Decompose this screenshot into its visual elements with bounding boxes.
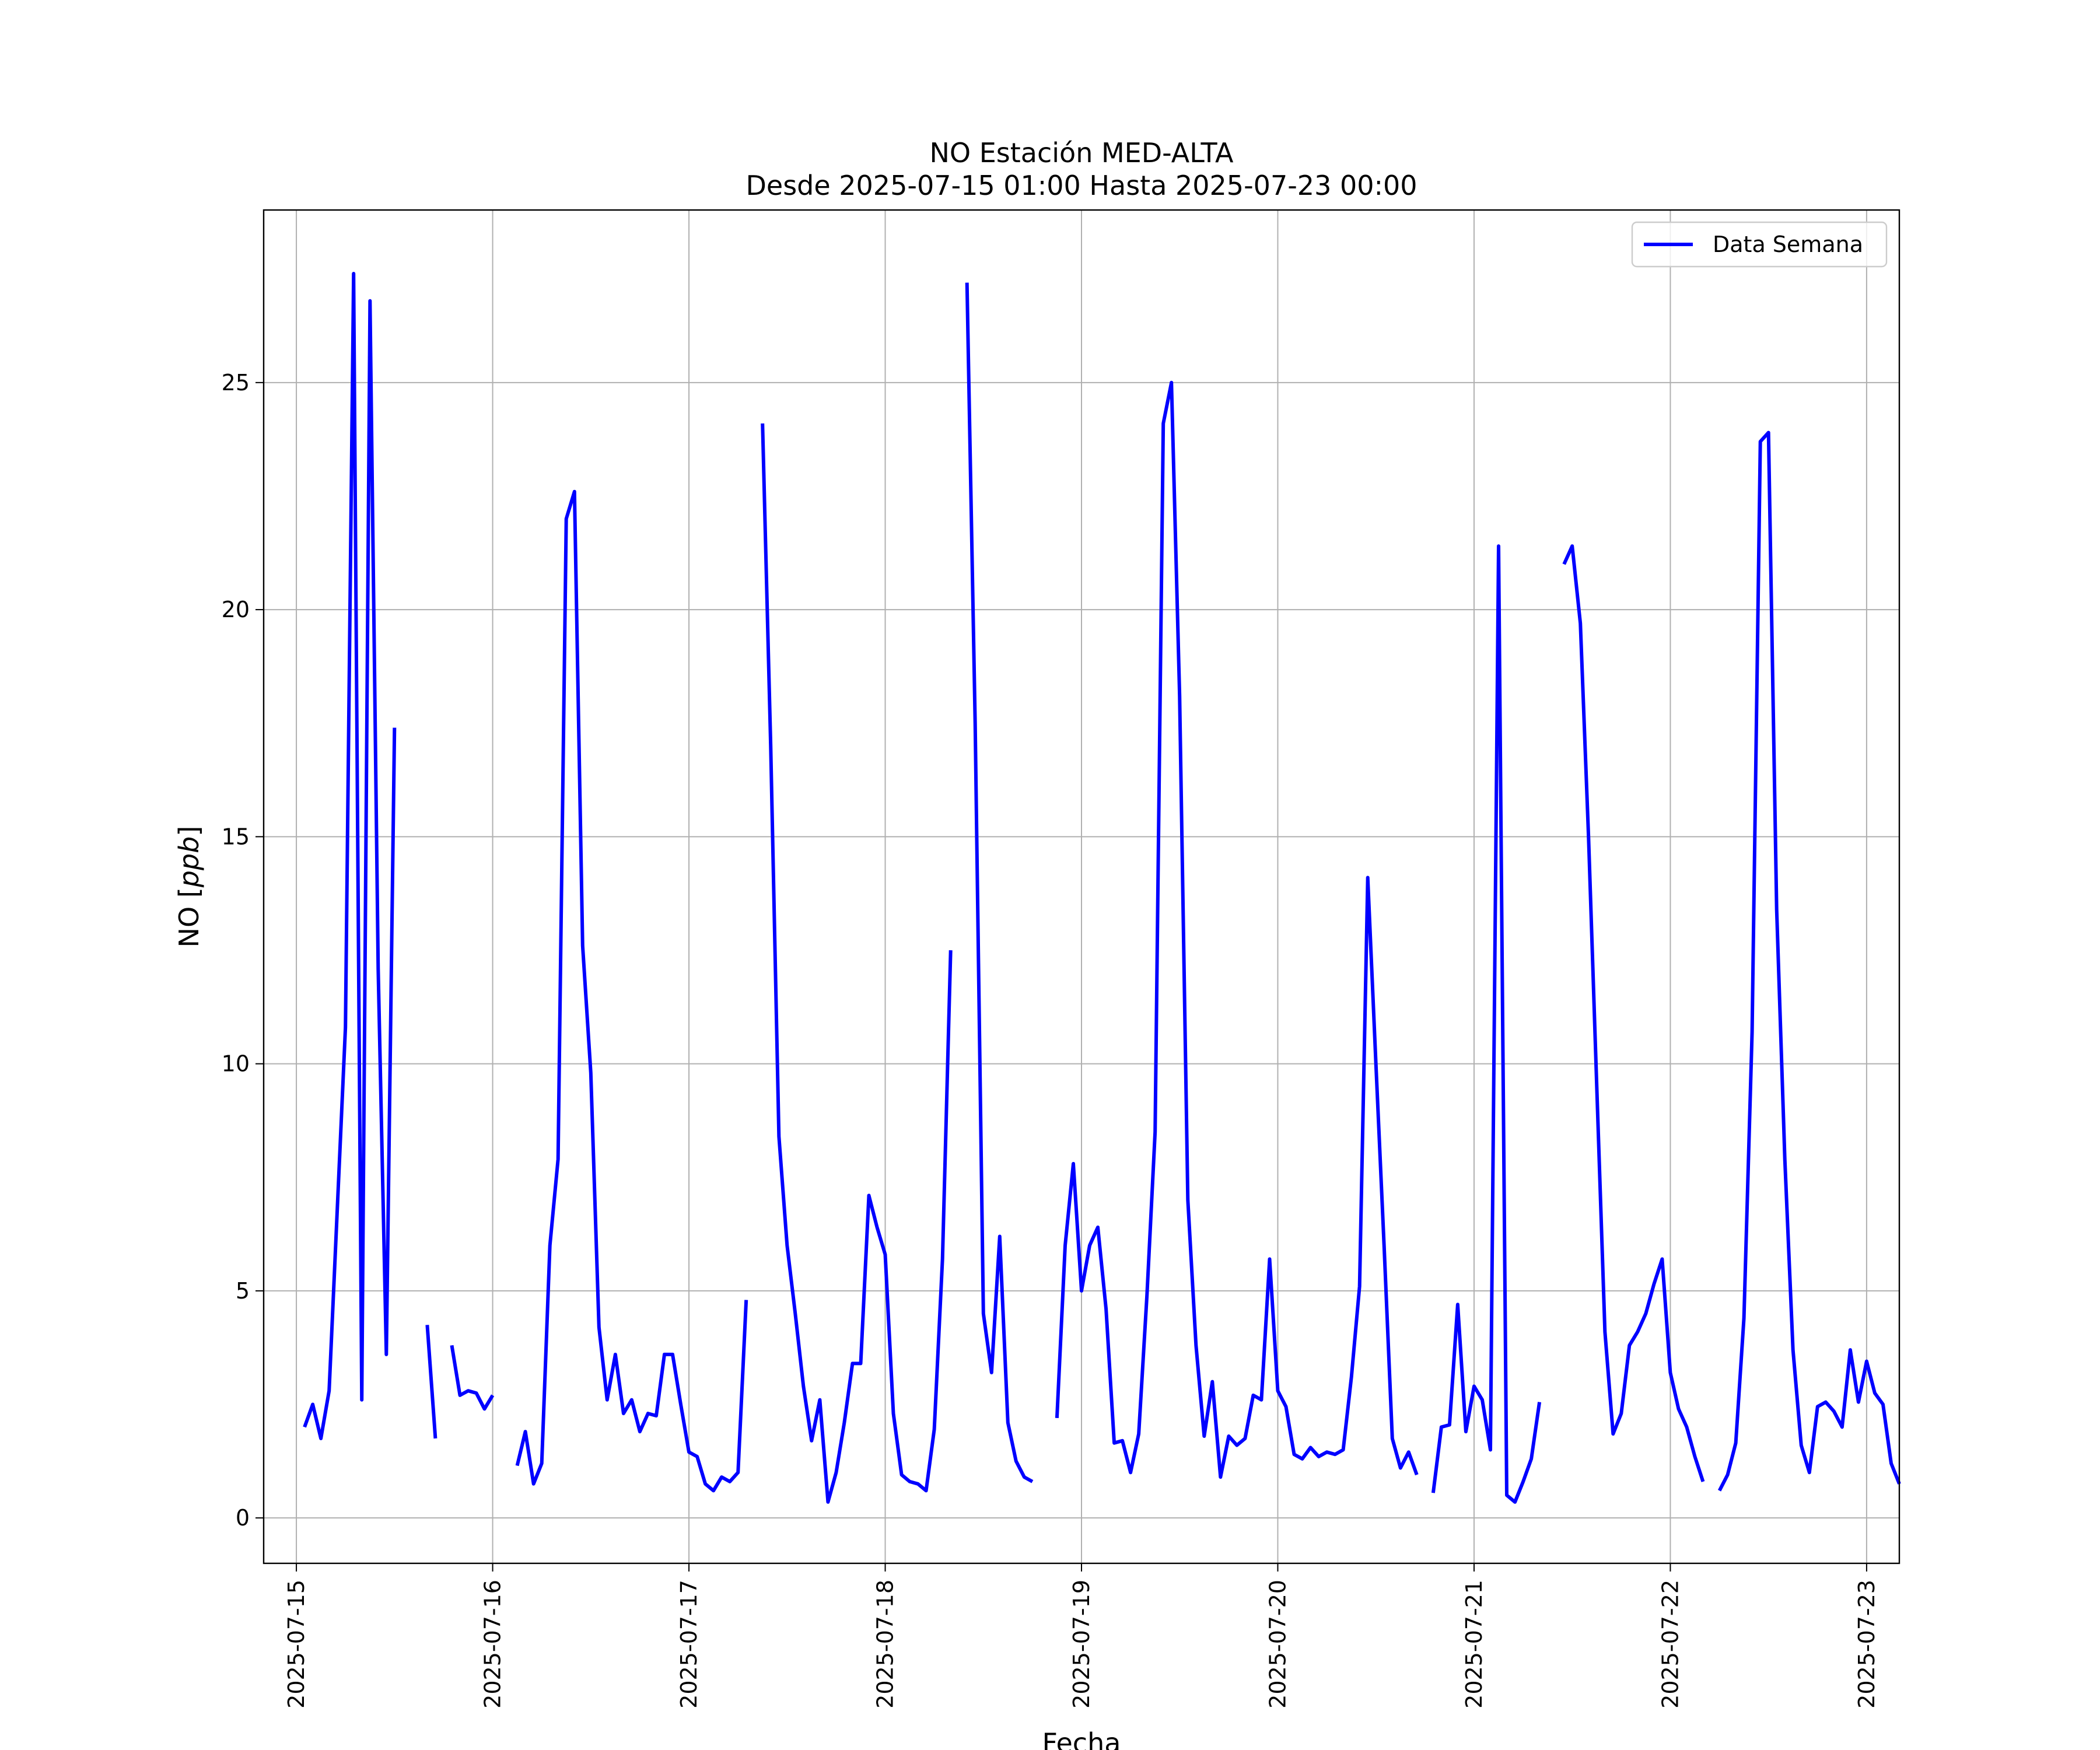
y-axis-label-suffix: ] bbox=[173, 826, 205, 836]
chart-subtitle: Desde 2025-07-15 01:00 Hasta 2025-07-23 … bbox=[746, 170, 1417, 201]
y-tick-label: 25 bbox=[222, 370, 250, 396]
y-axis-ticks: 0 5 10 15 20 25 bbox=[222, 370, 264, 1531]
y-axis-label-unit: ppb bbox=[173, 836, 205, 888]
chart-title: NO Estación MED-ALTA bbox=[929, 137, 1234, 169]
x-tick-label: 2025-07-17 bbox=[676, 1580, 702, 1709]
x-axis-ticks: 2025-07-15 2025-07-16 2025-07-17 2025-07-18… bbox=[284, 1563, 1880, 1709]
legend: Data Semana bbox=[1631, 221, 1888, 268]
x-tick-label: 2025-07-23 bbox=[1854, 1580, 1880, 1709]
x-tick-label: 2025-07-21 bbox=[1461, 1580, 1487, 1709]
x-tick-label: 2025-07-18 bbox=[873, 1580, 898, 1709]
y-tick-label: 20 bbox=[222, 597, 250, 622]
legend-entry-data-semana: Data Semana bbox=[1713, 232, 1863, 257]
y-tick-label: 5 bbox=[236, 1278, 250, 1304]
legend-box bbox=[1631, 221, 1888, 268]
x-tick-label: 2025-07-22 bbox=[1657, 1580, 1683, 1709]
y-axis-label: NO [ppb] bbox=[173, 826, 205, 948]
plot-area bbox=[303, 272, 1901, 1504]
y-tick-label: 15 bbox=[222, 824, 250, 849]
x-tick-label: 2025-07-19 bbox=[1069, 1580, 1094, 1709]
x-axis-label: Fecha bbox=[1042, 1727, 1121, 1750]
x-tick-label: 2025-07-15 bbox=[284, 1580, 309, 1709]
y-tick-label: 10 bbox=[222, 1051, 250, 1077]
y-tick-label: 0 bbox=[236, 1505, 250, 1531]
y-axis-label-prefix: NO [ bbox=[173, 887, 205, 947]
series-line-data-semana bbox=[303, 272, 1901, 1504]
x-tick-label: 2025-07-16 bbox=[480, 1580, 506, 1709]
x-tick-label: 2025-07-20 bbox=[1265, 1580, 1290, 1709]
